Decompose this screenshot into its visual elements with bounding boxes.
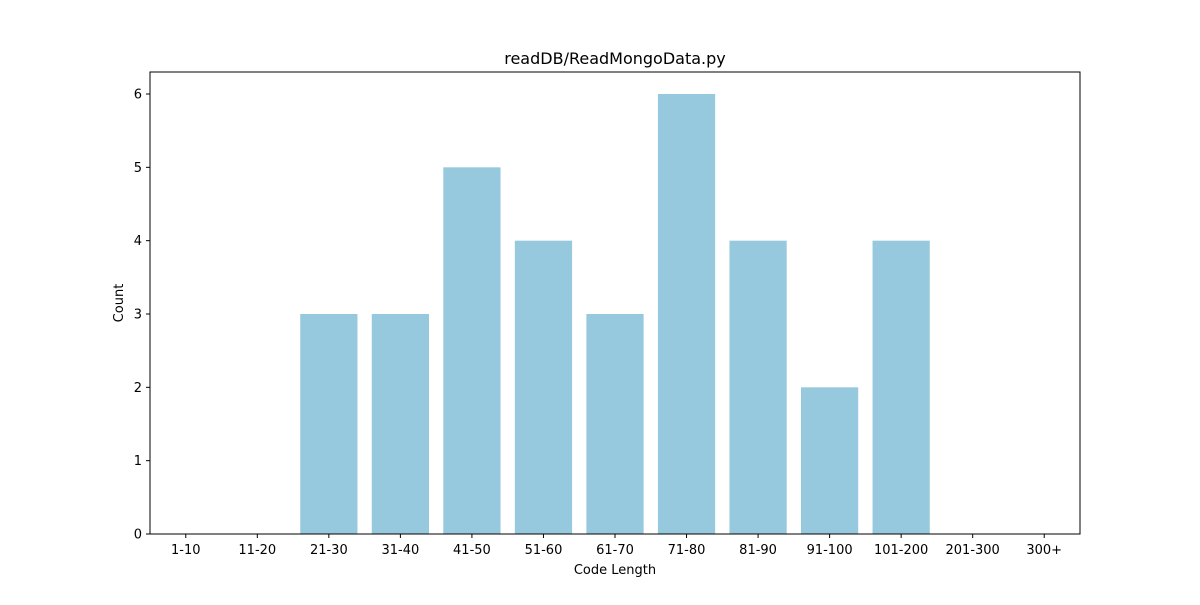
x-tick-label: 91-100 xyxy=(807,543,853,558)
x-tick-label: 1-10 xyxy=(171,543,201,558)
x-tick-label: 41-50 xyxy=(453,543,491,558)
chart-title: readDB/ReadMongoData.py xyxy=(504,49,726,68)
x-axis-label: Code Length xyxy=(574,563,656,578)
x-tick-label: 201-300 xyxy=(946,543,1000,558)
x-tick-label: 11-20 xyxy=(238,543,276,558)
x-tick-label: 71-80 xyxy=(668,543,706,558)
y-axis-ticks: 0 1 2 3 4 5 6 xyxy=(134,88,150,543)
bar-91-100 xyxy=(801,387,859,534)
bar-61-70 xyxy=(586,314,644,534)
bar-51-60 xyxy=(514,240,573,534)
x-axis-ticks: 1-10 11-20 21-30 31-40 41-50 51-60 61-70 71-80 8… xyxy=(171,534,1062,558)
x-tick-label: 300+ xyxy=(1026,543,1062,558)
bar-81-90 xyxy=(729,240,787,534)
y-tick-label: 5 xyxy=(134,161,142,176)
x-tick-label: 51-60 xyxy=(525,543,563,558)
y-tick-label: 6 xyxy=(134,88,142,103)
bar-71-80 xyxy=(657,94,716,534)
plot-frame xyxy=(149,71,1081,535)
bars-group xyxy=(300,94,930,535)
x-tick-label: 21-30 xyxy=(310,543,348,558)
bar-21-30 xyxy=(300,314,358,534)
bar-41-50 xyxy=(443,167,501,535)
x-tick-label: 31-40 xyxy=(381,543,419,558)
y-tick-label: 0 xyxy=(134,528,142,543)
y-tick-label: 1 xyxy=(134,454,142,469)
y-tick-label: 2 xyxy=(134,381,142,396)
x-tick-label: 101-200 xyxy=(874,543,928,558)
bar-101-200 xyxy=(872,240,930,534)
y-tick-label: 4 xyxy=(134,234,142,249)
x-tick-label: 81-90 xyxy=(739,543,777,558)
bar-31-40 xyxy=(371,314,429,534)
x-tick-label: 61-70 xyxy=(596,543,634,558)
y-axis-label: Count xyxy=(112,284,127,323)
y-tick-label: 3 xyxy=(134,308,142,323)
